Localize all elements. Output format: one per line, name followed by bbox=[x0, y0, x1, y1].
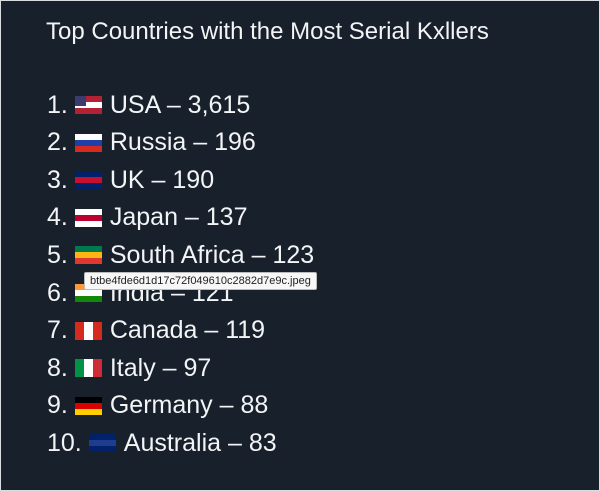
country-count: South Africa – 123 bbox=[109, 240, 315, 269]
rank: 6. bbox=[47, 278, 68, 307]
list-item: 8. Italy – 97 bbox=[47, 353, 211, 383]
country-count: Canada – 119 bbox=[109, 316, 266, 345]
rank: 1. bbox=[47, 90, 68, 119]
rank: 2. bbox=[47, 128, 68, 157]
list-item: 3. UK – 190 bbox=[47, 165, 214, 195]
country-count: UK – 190 bbox=[109, 165, 215, 194]
rank: 7. bbox=[47, 316, 68, 345]
rank: 4. bbox=[47, 203, 68, 232]
list-item: 5. South Africa – 123 bbox=[47, 240, 314, 270]
flag-icon bbox=[74, 171, 102, 190]
rank: 5. bbox=[47, 240, 68, 269]
rank: 10. bbox=[47, 428, 82, 457]
flag-icon bbox=[88, 434, 116, 453]
list-item: 7. Canada – 119 bbox=[47, 316, 265, 346]
filename-tooltip: btbe4fde6d1d17c72f049610c2882d7e9c.jpeg bbox=[84, 272, 317, 290]
flag-icon bbox=[74, 208, 102, 227]
flag-icon bbox=[74, 396, 102, 415]
country-count: Italy – 97 bbox=[109, 353, 212, 382]
country-count: Japan – 137 bbox=[109, 203, 248, 232]
flag-icon bbox=[74, 359, 102, 378]
list-item: 4. Japan – 137 bbox=[47, 203, 247, 233]
country-count: Australia – 83 bbox=[123, 428, 277, 457]
country-count: Germany – 88 bbox=[109, 391, 269, 420]
flag-icon bbox=[74, 133, 102, 152]
list-item: 10. Australia – 83 bbox=[47, 428, 277, 458]
flag-icon bbox=[74, 246, 102, 265]
rank: 8. bbox=[47, 353, 68, 382]
flag-icon bbox=[74, 96, 102, 114]
list-item: 9. Germany – 88 bbox=[47, 391, 268, 421]
list-item: 1. USA – 3,615 bbox=[47, 90, 250, 120]
list-item: 2. Russia – 196 bbox=[47, 128, 256, 158]
country-count: Russia – 196 bbox=[109, 128, 256, 157]
rank: 3. bbox=[47, 165, 68, 194]
title: Top Countries with the Most Serial Kxlle… bbox=[46, 18, 489, 45]
country-count: USA – 3,615 bbox=[109, 90, 251, 119]
flag-icon bbox=[74, 321, 102, 340]
rank: 9. bbox=[47, 391, 68, 420]
